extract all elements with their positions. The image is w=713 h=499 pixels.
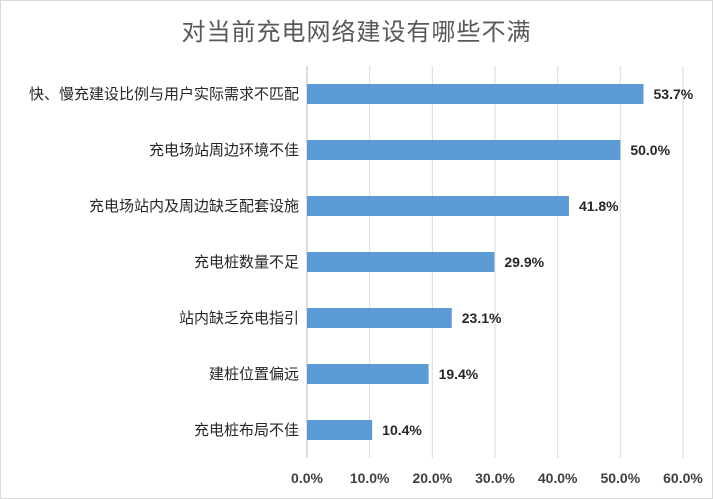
x-tick-label: 50.0% <box>600 470 640 486</box>
bar <box>307 196 569 216</box>
x-tick-label: 40.0% <box>538 470 578 486</box>
bar <box>307 364 429 384</box>
category-label: 充电场站内及周边缺乏配套设施 <box>89 197 299 215</box>
x-tick-label: 20.0% <box>412 470 452 486</box>
category-label: 建桩位置偏远 <box>209 365 299 383</box>
bar <box>307 252 495 272</box>
data-label: 50.0% <box>630 142 670 158</box>
data-label: 23.1% <box>462 310 502 326</box>
x-tick-label: 30.0% <box>475 470 515 486</box>
data-label: 10.4% <box>382 422 422 438</box>
data-label: 53.7% <box>654 86 694 102</box>
category-label: 站内缺乏充电指引 <box>179 309 299 327</box>
category-label: 充电桩数量不足 <box>194 253 299 271</box>
category-label: 快、慢充建设比例与用户实际需求不匹配 <box>29 85 299 103</box>
labels: 0.0% 10.0% 20.0% 30.0% 40.0% 50.0% 60.0% 快、慢充建设… <box>29 85 703 486</box>
bars <box>307 84 644 440</box>
data-label: 41.8% <box>579 198 619 214</box>
data-label: 29.9% <box>504 254 544 270</box>
category-label: 充电场站周边环境不佳 <box>149 141 299 159</box>
category-label: 充电桩布局不佳 <box>194 421 299 439</box>
x-tick-label: 10.0% <box>350 470 390 486</box>
bar <box>307 84 644 104</box>
bar <box>307 420 373 440</box>
data-label: 19.4% <box>439 366 479 382</box>
x-tick-label: 0.0% <box>291 470 323 486</box>
chart-title: 对当前充电网络建设有哪些不满 <box>181 18 532 46</box>
bar <box>307 308 452 328</box>
bar <box>307 140 621 160</box>
x-tick-label: 60.0% <box>663 470 703 486</box>
